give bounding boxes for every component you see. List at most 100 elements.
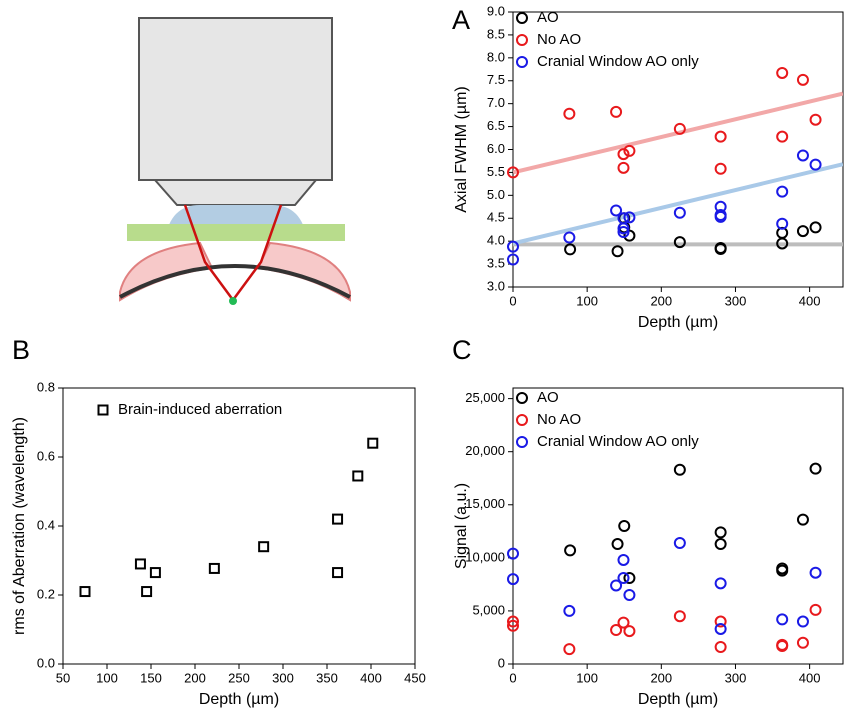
brain-surface: [119, 264, 351, 299]
marker: [673, 463, 686, 476]
x-tick-label: 400: [799, 670, 821, 685]
marker: [796, 513, 809, 526]
marker: [617, 572, 630, 585]
marker: [141, 586, 153, 598]
marker: [776, 613, 789, 626]
marker: [714, 577, 727, 590]
x-tick-label: 300: [272, 670, 294, 685]
marker: [352, 470, 364, 482]
marker: [809, 113, 822, 126]
marker: [617, 553, 630, 566]
marker: [776, 185, 789, 198]
marker: [776, 639, 789, 652]
marker: [367, 437, 379, 449]
y-tick-label: 25,000: [465, 390, 505, 405]
marker: [507, 166, 519, 179]
marker: [332, 513, 344, 525]
marker: [809, 566, 822, 579]
marker: [507, 253, 519, 266]
y-tick-label: 4.5: [487, 210, 505, 225]
marker: [714, 210, 727, 223]
y-tick-label: 0.8: [37, 379, 55, 394]
x-tick-label: 150: [140, 670, 162, 685]
legend-label: AO: [537, 9, 559, 26]
marker: [796, 636, 809, 649]
marker: [134, 558, 146, 570]
marker: [563, 643, 576, 656]
marker: [776, 217, 789, 230]
legend-marker: [516, 12, 528, 24]
x-tick-label: 100: [576, 293, 598, 308]
marker: [673, 536, 686, 549]
legend-marker: [516, 414, 528, 426]
marker: [507, 547, 519, 560]
marker: [623, 625, 636, 638]
y-tick-label: 0.4: [37, 517, 55, 532]
y-tick-label: 0: [498, 655, 505, 670]
marker: [714, 130, 727, 143]
y-axis-label: rms of Aberration (wavelength): [11, 417, 28, 635]
marker: [714, 242, 727, 255]
y-axis-label: Axial FWHM (µm): [453, 86, 470, 213]
marker: [623, 144, 636, 157]
y-tick-label: 20,000: [465, 443, 505, 458]
marker: [623, 211, 636, 224]
y-tick-label: 5.5: [487, 164, 505, 179]
marker: [809, 158, 822, 171]
marker: [776, 564, 789, 577]
marker: [208, 562, 220, 574]
marker: [809, 462, 822, 475]
marker: [563, 231, 576, 244]
y-tick-label: 6.5: [487, 118, 505, 133]
marker: [507, 573, 519, 586]
legend-label: No AO: [537, 411, 581, 428]
y-tick-label: 7.5: [487, 72, 505, 87]
marker: [611, 245, 624, 258]
marker: [610, 624, 623, 637]
x-tick-label: 100: [96, 670, 118, 685]
marker: [623, 229, 636, 242]
legend-marker: [516, 392, 528, 404]
focus: [229, 297, 237, 305]
x-tick-label: 0: [509, 293, 516, 308]
marker: [796, 73, 809, 86]
marker: [618, 520, 631, 532]
marker: [332, 567, 344, 579]
x-tick-label: 100: [576, 670, 598, 685]
marker: [507, 240, 519, 253]
panel-label: A: [452, 5, 470, 35]
x-tick-label: 200: [650, 293, 672, 308]
legend-marker: [516, 34, 528, 46]
x-axis-label: Depth (µm): [199, 691, 279, 708]
legend-label: AO: [537, 389, 559, 406]
marker: [610, 105, 623, 118]
marker: [563, 604, 576, 617]
marker: [796, 615, 809, 628]
objective-tip: [152, 179, 319, 206]
x-tick-label: 200: [650, 670, 672, 685]
legend-label: Brain-induced aberration: [118, 401, 282, 418]
legend-label: Cranial Window AO only: [537, 53, 699, 70]
x-tick-label: 300: [725, 670, 747, 685]
x-tick-label: 450: [404, 670, 426, 685]
marker: [623, 572, 636, 585]
marker: [564, 544, 577, 557]
y-tick-label: 8.0: [487, 49, 505, 64]
y-tick-label: 0.6: [37, 448, 55, 463]
marker: [673, 610, 686, 623]
y-tick-label: 9.0: [487, 3, 505, 18]
marker: [776, 130, 789, 143]
marker: [623, 589, 636, 601]
panel-label: C: [452, 335, 472, 365]
plot-frame: [512, 387, 844, 665]
y-tick-label: 5,000: [472, 602, 505, 617]
x-tick-label: 50: [56, 670, 70, 685]
x-tick-label: 300: [725, 293, 747, 308]
marker: [617, 616, 630, 629]
cranial-window: [127, 224, 345, 241]
y-tick-label: 7.0: [487, 95, 505, 110]
x-axis-label: Depth (µm): [638, 314, 718, 331]
marker: [714, 526, 727, 539]
legend-label: No AO: [537, 31, 581, 48]
